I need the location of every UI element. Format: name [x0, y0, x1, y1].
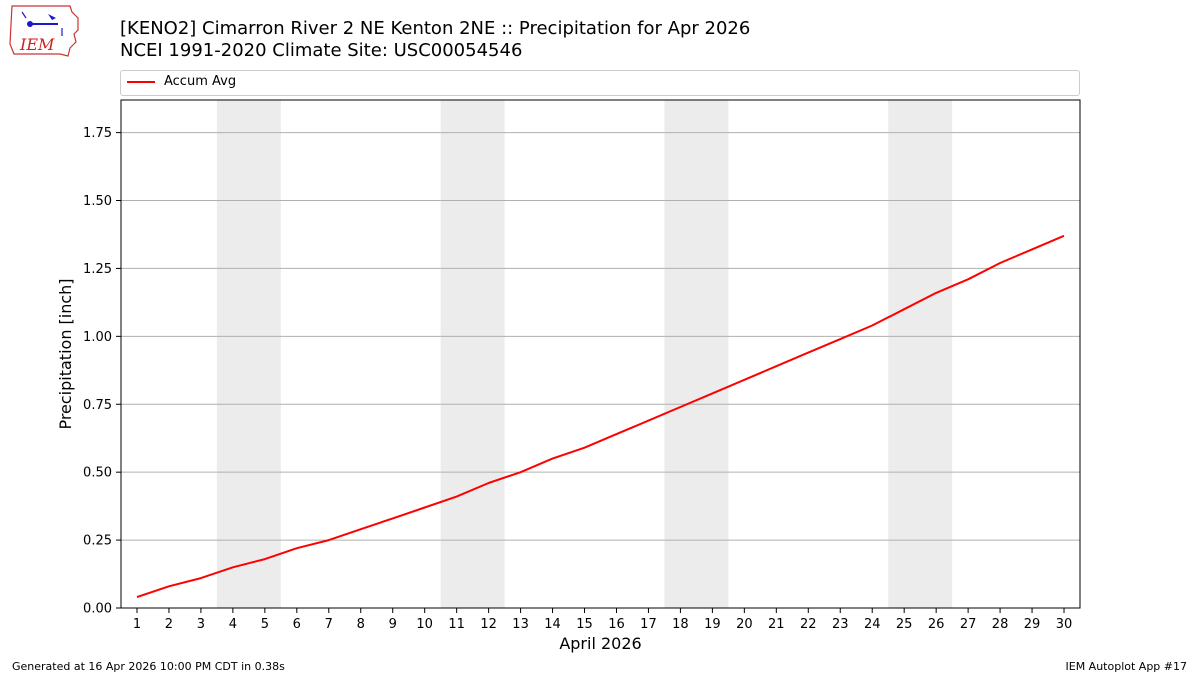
- svg-text:IEM: IEM: [19, 35, 55, 54]
- x-tick-label: 19: [704, 617, 721, 632]
- x-tick-label: 2: [165, 617, 173, 632]
- iowa-map-icon: IEM: [9, 5, 79, 57]
- x-tick-label: 30: [1056, 617, 1073, 632]
- x-tick-label: 6: [293, 617, 301, 632]
- x-tick-label: 5: [261, 617, 269, 632]
- y-tick-label: 0.75: [83, 398, 112, 413]
- x-tick-label: 7: [325, 617, 333, 632]
- x-tick-label: 23: [832, 617, 849, 632]
- x-tick-label: 15: [576, 617, 593, 632]
- x-tick-label: 1: [133, 617, 141, 632]
- x-tick-label: 29: [1024, 617, 1041, 632]
- y-tick-label: 0.50: [83, 466, 112, 481]
- iem-logo: IEM: [8, 4, 82, 60]
- series-line-accum-avg: [136, 234, 1065, 599]
- plot-frame: [120, 99, 1081, 609]
- y-tick-label: 1.50: [83, 194, 112, 209]
- x-tick-label: 25: [896, 617, 913, 632]
- x-tick-label: 11: [448, 617, 465, 632]
- x-tick-label: 16: [608, 617, 625, 632]
- weekend-shade-1: [216, 100, 281, 608]
- generated-timestamp: Generated at 16 Apr 2026 10:00 PM CDT in…: [12, 660, 285, 673]
- x-tick-label: 13: [512, 617, 529, 632]
- y-tick-label: 1.00: [83, 330, 112, 345]
- x-tick-label: 27: [960, 617, 977, 632]
- weekend-shade-2: [440, 100, 505, 608]
- x-axis-label: April 2026: [559, 634, 641, 653]
- legend-label-accum-avg: Accum Avg: [164, 74, 237, 89]
- app-label: IEM Autoplot App #17: [1065, 660, 1188, 673]
- legend-swatch-accum-avg: [127, 81, 155, 83]
- x-tick-label: 9: [389, 617, 397, 632]
- title-line-2: NCEI 1991-2020 Climate Site: USC00054546: [120, 40, 523, 61]
- x-tick-label: 4: [229, 617, 237, 632]
- weekend-shade-3: [664, 100, 729, 608]
- chart-title: [KENO2] Cimarron River 2 NE Kenton 2NE :…: [120, 18, 750, 62]
- y-tick-label: 1.75: [83, 126, 112, 141]
- x-tick-label: 14: [544, 617, 561, 632]
- legend: Accum Avg: [120, 70, 1080, 96]
- x-tick-label: 12: [480, 617, 497, 632]
- y-tick-label: 1.25: [83, 262, 112, 277]
- x-tick-label: 8: [357, 617, 365, 632]
- weekend-shade-4: [888, 100, 953, 608]
- x-tick-label: 24: [864, 617, 881, 632]
- x-tick-label: 10: [416, 617, 433, 632]
- x-tick-label: 20: [736, 617, 753, 632]
- title-line-1: [KENO2] Cimarron River 2 NE Kenton 2NE :…: [120, 18, 751, 39]
- y-axis-label: Precipitation [inch]: [56, 278, 75, 429]
- x-tick-label: 28: [992, 617, 1009, 632]
- x-tick-label: 21: [768, 617, 785, 632]
- x-tick-label: 22: [800, 617, 817, 632]
- x-tick-label: 3: [197, 617, 205, 632]
- y-tick-label: 0.25: [83, 534, 112, 549]
- x-tick-label: 26: [928, 617, 945, 632]
- x-tick-label: 18: [672, 617, 689, 632]
- y-tick-label: 0.00: [83, 602, 112, 617]
- x-tick-label: 17: [640, 617, 657, 632]
